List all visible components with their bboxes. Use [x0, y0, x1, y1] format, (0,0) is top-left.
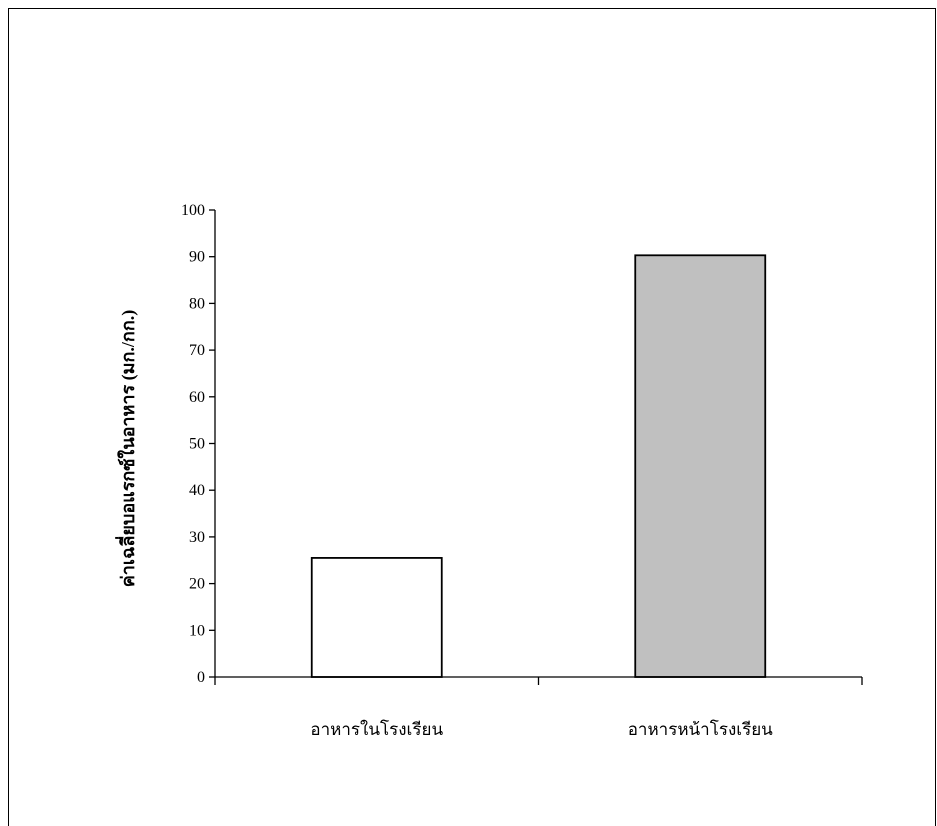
y-tick-label: 70 — [189, 342, 205, 359]
y-axis-label: ค่าเฉลี่ยบอแรกซ์ในอาหาร (มก./กก.) — [115, 310, 139, 587]
x-category-label: อาหารในโรงเรียน — [310, 719, 443, 739]
y-tick-label: 90 — [189, 249, 205, 266]
y-tick-label: 20 — [189, 576, 205, 593]
y-tick-label: 100 — [181, 202, 205, 219]
x-category-label: อาหารหน้าโรงเรียน — [628, 719, 773, 739]
y-ticks-group: 0 10 20 30 40 50 60 70 80 90 100 — [181, 202, 215, 686]
bar-2 — [634, 254, 767, 678]
y-tick-label: 80 — [189, 295, 205, 312]
bars-group — [310, 254, 767, 678]
y-tick-label: 50 — [189, 436, 205, 453]
y-tick-label: 30 — [189, 529, 205, 546]
bar-1 — [310, 557, 443, 678]
chart-frame — [8, 8, 936, 826]
y-tick-label: 40 — [189, 482, 205, 499]
x-ticks-group: อาหารในโรงเรียน อาหารหน้าโรงเรียน — [214, 677, 863, 739]
y-tick-label: 10 — [189, 622, 205, 639]
y-tick-label: 0 — [197, 669, 205, 686]
y-tick-label: 60 — [189, 389, 205, 406]
